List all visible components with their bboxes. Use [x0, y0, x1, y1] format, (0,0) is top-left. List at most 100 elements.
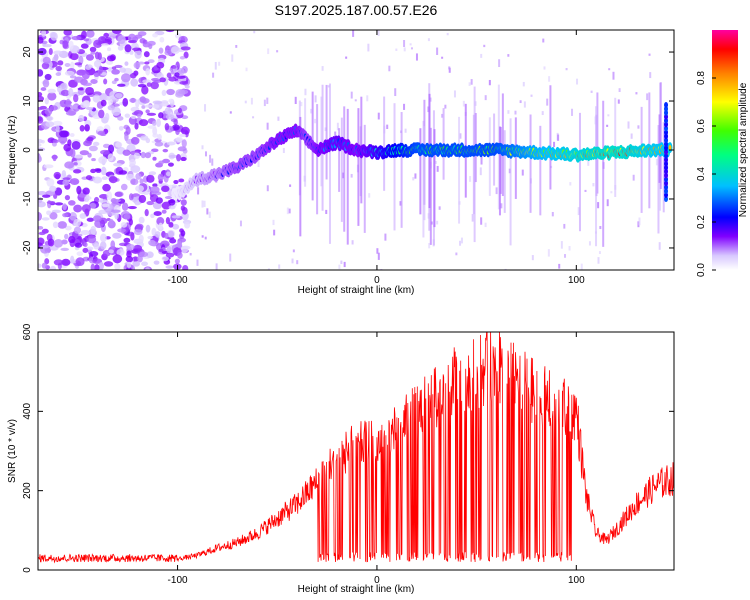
- noise-cell: [175, 136, 183, 143]
- noise-cell: [253, 30, 256, 34]
- noise-cell: [97, 130, 106, 136]
- noise-cell: [148, 239, 156, 246]
- colorbar-label: Normalized spectral amplitude: [738, 82, 749, 217]
- noise-cell: [134, 50, 142, 59]
- colorbar-tick-label: 0.4: [696, 167, 707, 181]
- noise-cell: [68, 235, 76, 244]
- noise-cell: [73, 162, 78, 166]
- noise-cell: [576, 78, 579, 85]
- noise-cell: [658, 242, 661, 250]
- noise-cell: [321, 66, 324, 71]
- noise-cell: [42, 79, 50, 88]
- streak-cell: [429, 127, 432, 245]
- noise-cell: [637, 221, 640, 228]
- streak-cell: [320, 96, 323, 187]
- noise-cell: [130, 178, 139, 186]
- noise-cell: [630, 133, 633, 139]
- noise-cell: [441, 113, 444, 118]
- noise-cell: [273, 229, 276, 236]
- noise-cell: [129, 98, 137, 103]
- noise-cell: [111, 69, 120, 75]
- noise-cell: [129, 158, 136, 167]
- noise-cell: [179, 133, 187, 138]
- noise-cell: [551, 211, 554, 217]
- noise-cell: [86, 136, 94, 142]
- noise-cell: [89, 251, 99, 257]
- noise-cell: [64, 161, 75, 169]
- noise-cell: [119, 67, 127, 73]
- noise-cell: [522, 81, 525, 87]
- noise-cell: [415, 53, 418, 61]
- noise-cell: [479, 167, 482, 176]
- noise-cell: [108, 218, 114, 226]
- noise-cell: [87, 152, 92, 158]
- noise-cell: [521, 169, 524, 176]
- noise-cell: [73, 94, 79, 103]
- noise-cell: [132, 256, 139, 262]
- snr-series-line: [38, 332, 674, 564]
- noise-cell: [108, 98, 113, 106]
- noise-cell: [177, 252, 183, 259]
- noise-cell: [148, 171, 157, 176]
- noise-cell: [568, 246, 571, 251]
- noise-cell: [98, 261, 105, 270]
- noise-cell: [597, 202, 600, 209]
- noise-cell: [291, 258, 294, 264]
- noise-cell: [171, 124, 180, 131]
- noise-cell: [171, 215, 181, 219]
- noise-cell: [38, 231, 46, 236]
- noise-cell: [144, 61, 150, 65]
- noise-cell: [38, 92, 43, 97]
- noise-cell: [141, 98, 150, 104]
- noise-cell: [82, 187, 90, 195]
- noise-cell: [272, 219, 275, 226]
- noise-cell: [83, 140, 92, 147]
- noise-cell: [100, 149, 110, 155]
- noise-cell: [608, 68, 611, 71]
- noise-cell: [43, 164, 54, 169]
- noise-cell: [53, 171, 61, 179]
- noise-cell: [38, 237, 45, 246]
- chart-title: S197.2025.187.00.57.E26: [275, 2, 438, 18]
- noise-cell: [488, 79, 491, 86]
- noise-cell: [38, 138, 43, 144]
- noise-cell: [90, 51, 96, 55]
- noise-cell: [618, 88, 621, 92]
- noise-cell: [367, 43, 370, 52]
- noise-cell: [257, 160, 260, 167]
- noise-cell: [159, 77, 166, 83]
- noise-cell: [352, 30, 355, 37]
- noise-cell: [606, 124, 609, 127]
- noise-cell: [214, 61, 217, 70]
- noise-cell: [125, 126, 131, 135]
- noise-cell: [90, 263, 96, 270]
- noise-cell: [351, 240, 354, 245]
- noise-cell: [57, 60, 64, 66]
- noise-cell: [108, 176, 118, 184]
- edge-cell: [664, 101, 669, 108]
- noise-cell: [342, 172, 345, 179]
- streak-cell: [328, 83, 331, 244]
- noise-cell: [73, 169, 82, 174]
- noise-cell: [546, 98, 549, 106]
- noise-cell: [61, 170, 67, 177]
- noise-cell: [110, 240, 116, 250]
- noise-cell: [125, 255, 134, 263]
- noise-cell: [427, 38, 430, 42]
- noise-cell: [42, 44, 52, 48]
- noise-cell: [124, 132, 129, 142]
- noise-cell: [123, 213, 131, 220]
- noise-cell: [62, 40, 69, 49]
- noise-cell: [38, 111, 42, 117]
- noise-cell: [208, 211, 211, 218]
- noise-cell: [92, 258, 103, 264]
- noise-cell: [558, 263, 561, 269]
- noise-cell: [571, 108, 574, 116]
- noise-cell: [161, 89, 167, 97]
- noise-cell: [157, 173, 164, 182]
- noise-cell: [523, 101, 526, 108]
- noise-cell: [468, 82, 471, 86]
- noise-cell: [129, 72, 137, 79]
- noise-cell: [93, 39, 103, 49]
- streak-cell: [423, 126, 426, 221]
